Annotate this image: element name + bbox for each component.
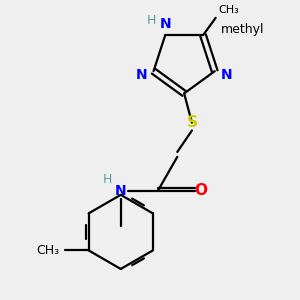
Text: N: N [115,184,127,198]
Text: H: H [147,14,156,27]
Text: CH₃: CH₃ [219,5,239,15]
Text: O: O [194,183,207,198]
Text: N: N [220,68,232,82]
Text: S: S [186,115,197,130]
Text: CH₃: CH₃ [36,244,59,257]
Text: N: N [159,17,171,31]
Text: methyl: methyl [220,23,264,36]
Text: H: H [102,173,112,186]
Text: N: N [136,68,148,82]
